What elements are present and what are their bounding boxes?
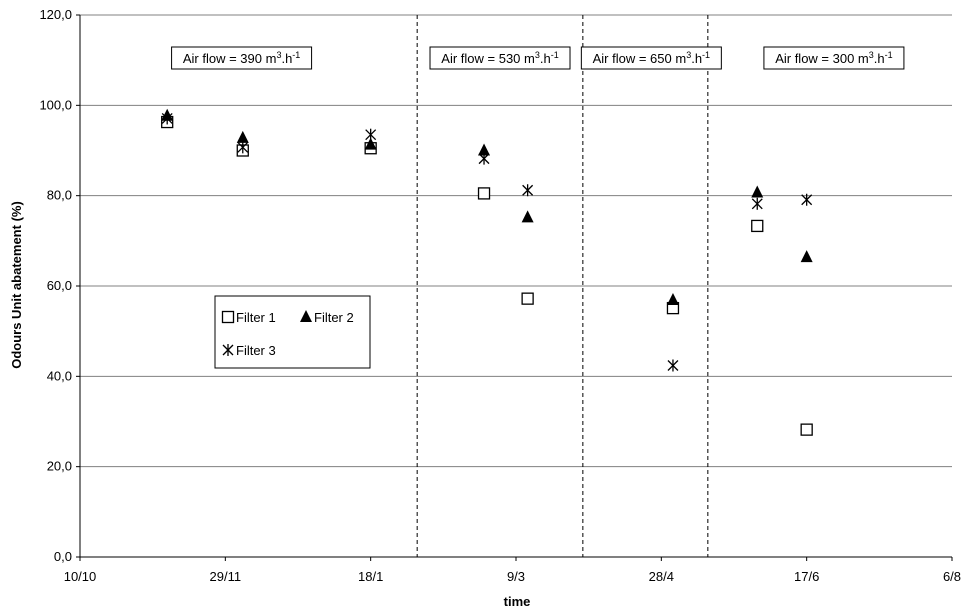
y-tick-label: 60,0: [47, 278, 72, 293]
legend-label: Filter 1: [236, 310, 276, 325]
gridlines: [80, 14, 952, 468]
point-filter-2: [478, 143, 491, 156]
y-tick-label: 20,0: [47, 459, 72, 474]
air-flow-label: Air flow = 390 m3.h-1: [171, 46, 313, 70]
point-filter-3: [801, 193, 813, 206]
point-filter-2: [800, 250, 813, 263]
air-flow-text: Air flow = 300 m3.h-1: [775, 50, 892, 66]
air-flow-label: Air flow = 650 m3.h-1: [580, 46, 722, 70]
point-filter-1: [477, 187, 491, 200]
point-filter-1: [800, 423, 813, 436]
tick-labels: 0,0 20,0 40,0 60,0 80,0 100,0 120,0 10/10 29/11 1…: [39, 7, 961, 584]
point-filter-2: [300, 310, 312, 322]
point-filter-3: [365, 128, 377, 141]
point-filter-3: [161, 112, 173, 125]
point-filter-3: [478, 152, 490, 165]
point-filter-1: [751, 219, 764, 233]
x-tick-label: 29/11: [210, 569, 242, 584]
air-flow-box: [429, 46, 571, 70]
y-tick-label: 0,0: [54, 549, 72, 564]
point-filter-3: [667, 359, 679, 372]
x-tick-label: 6/8: [943, 569, 961, 584]
air-flow-annotations: Air flow = 390 m3.h-1 Air flow = 530 m3.h…: [171, 46, 905, 70]
air-flow-box: [580, 46, 722, 70]
legend-label: Filter 3: [236, 343, 276, 358]
legend-label: Filter 2: [314, 310, 354, 325]
y-tick-label: 40,0: [47, 368, 72, 383]
legend-box: [214, 295, 371, 369]
point-filter-2: [666, 293, 679, 306]
point-filter-1: [221, 310, 235, 324]
air-flow-label: Air flow = 530 m3.h-1: [429, 46, 571, 70]
air-flow-dividers: [416, 15, 709, 557]
air-flow-text: Air flow = 650 m3.h-1: [593, 50, 710, 66]
x-axis-title: time: [504, 594, 531, 609]
legend-item: Filter 2: [300, 310, 354, 325]
y-tick-label: 120,0: [39, 7, 72, 22]
x-tick-label: 9/3: [507, 569, 525, 584]
y-axis-title: Odours Unit abatement (%): [9, 201, 24, 369]
air-flow-text: Air flow = 390 m3.h-1: [183, 50, 300, 66]
y-tick-label: 80,0: [47, 188, 72, 203]
point-filter-2: [751, 185, 764, 198]
point-filter-3: [222, 344, 234, 356]
air-flow-label: Air flow = 300 m3.h-1: [763, 46, 905, 70]
y-tick-label: 100,0: [39, 97, 72, 112]
air-flow-box: [171, 46, 313, 70]
legend: Filter 1 Filter 2 Filter 3: [214, 295, 371, 369]
point-filter-3: [237, 141, 249, 154]
point-filter-2: [364, 137, 377, 150]
x-tick-label: 17/6: [794, 569, 819, 584]
point-filter-3: [522, 184, 534, 197]
point-filter-2: [521, 210, 534, 223]
point-filter-3: [751, 197, 763, 210]
point-filter-2: [236, 130, 249, 143]
legend-item: Filter 1: [221, 310, 276, 325]
x-tick-label: 10/10: [64, 569, 97, 584]
air-flow-text: Air flow = 530 m3.h-1: [441, 50, 558, 66]
data-points: [161, 108, 813, 436]
x-tick-label: 18/1: [358, 569, 383, 584]
point-filter-1: [521, 292, 534, 305]
air-flow-box: [763, 46, 905, 70]
legend-item: Filter 3: [222, 343, 276, 358]
x-tick-label: 28/4: [649, 569, 674, 584]
